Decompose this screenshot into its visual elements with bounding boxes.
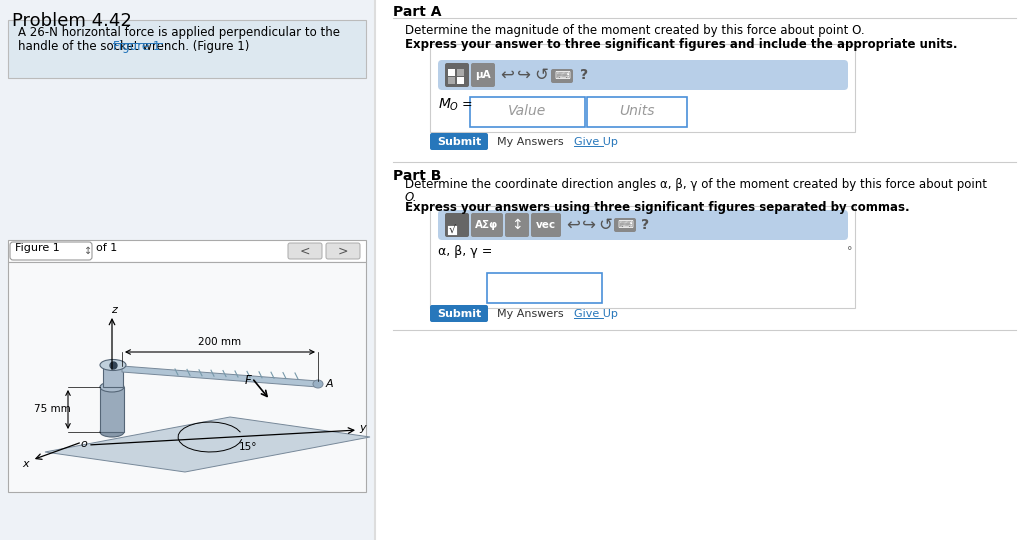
Text: z: z [111,305,117,315]
Text: =: = [458,98,473,111]
Text: Units: Units [620,104,654,118]
Text: ↩: ↩ [500,66,514,84]
Text: A: A [326,379,334,389]
Text: Problem 4.42: Problem 4.42 [12,12,132,30]
Text: Determine the coordinate direction angles α, β, γ of the moment created by this : Determine the coordinate direction angle… [406,178,987,191]
Ellipse shape [100,427,124,437]
Text: Figure 1: Figure 1 [15,243,59,253]
FancyBboxPatch shape [438,210,848,240]
Text: ↩: ↩ [566,216,580,234]
FancyBboxPatch shape [430,305,488,322]
Text: Determine the magnitude of the moment created by this force about point O.: Determine the magnitude of the moment cr… [406,24,864,37]
Text: O.: O. [406,191,418,204]
Text: of 1: of 1 [96,243,118,253]
Text: Part B: Part B [393,169,441,183]
Ellipse shape [100,360,126,370]
Bar [8,20,366,78]
Text: ↕: ↕ [511,218,523,232]
FancyBboxPatch shape [326,243,360,259]
Text: ↪: ↪ [517,66,530,84]
Text: 15°: 15° [239,442,257,452]
Bar [103,365,123,387]
Text: ↺: ↺ [535,66,548,84]
Text: Submit: Submit [437,137,481,147]
FancyBboxPatch shape [438,60,848,90]
Text: $M_O$: $M_O$ [438,97,459,113]
Bar [449,69,455,76]
FancyBboxPatch shape [10,242,92,260]
Polygon shape [122,366,318,387]
Text: Figure 1: Figure 1 [113,40,161,53]
Text: Give Up: Give Up [574,309,617,319]
Bar [430,206,855,308]
Text: Express your answer to three significant figures and include the appropriate uni: Express your answer to three significant… [406,38,957,51]
Bar [470,97,585,127]
Bar [457,69,464,76]
Text: ↕: ↕ [84,246,92,256]
Bar [587,97,687,127]
Text: Submit: Submit [437,309,481,319]
Text: °: ° [847,246,853,256]
Bar [447,225,457,235]
Text: μA: μA [475,70,490,80]
FancyBboxPatch shape [471,63,495,87]
FancyBboxPatch shape [445,213,469,237]
Text: √: √ [449,225,456,235]
Polygon shape [45,417,370,472]
Text: Value: Value [508,104,546,118]
Text: α, β, γ =: α, β, γ = [438,245,493,258]
FancyBboxPatch shape [445,63,469,87]
Text: A 26-N horizontal force is applied perpendicular to the: A 26-N horizontal force is applied perpe… [18,26,340,39]
Text: My Answers: My Answers [497,137,563,147]
FancyBboxPatch shape [531,213,561,237]
Text: 75 mm: 75 mm [34,404,71,414]
Text: My Answers: My Answers [497,309,563,319]
Bar [8,240,366,262]
Text: x: x [23,459,30,469]
FancyBboxPatch shape [505,213,529,237]
Text: ⌨: ⌨ [554,71,570,81]
Text: ?: ? [641,218,649,232]
Ellipse shape [313,380,323,388]
Text: ↺: ↺ [598,216,612,234]
Text: Express your answers using three significant figures separated by commas.: Express your answers using three signifi… [406,201,909,214]
FancyBboxPatch shape [471,213,503,237]
FancyBboxPatch shape [288,243,322,259]
Text: 200 mm: 200 mm [199,337,242,347]
Text: ↪: ↪ [582,216,596,234]
Text: Give Up: Give Up [574,137,617,147]
Bar [449,77,455,84]
Text: Part A: Part A [393,5,441,19]
Ellipse shape [100,382,124,392]
Bar [8,262,366,492]
Text: ?: ? [580,68,588,82]
Text: ⌨: ⌨ [617,220,633,230]
FancyBboxPatch shape [551,69,573,83]
Text: <: < [300,245,310,258]
Bar [457,77,464,84]
FancyBboxPatch shape [614,218,636,232]
FancyBboxPatch shape [430,133,488,150]
Bar [0,0,375,540]
Text: >: > [338,245,348,258]
Bar [100,387,124,432]
Text: vec: vec [536,220,556,230]
Bar [487,273,602,303]
Text: y: y [359,423,367,433]
Bar [430,44,855,132]
Text: handle of the socket wrench. (Figure 1): handle of the socket wrench. (Figure 1) [18,40,250,53]
Text: AΣφ: AΣφ [475,220,499,230]
Text: F: F [245,374,251,387]
Text: o: o [81,439,87,449]
Bar [375,0,1024,540]
